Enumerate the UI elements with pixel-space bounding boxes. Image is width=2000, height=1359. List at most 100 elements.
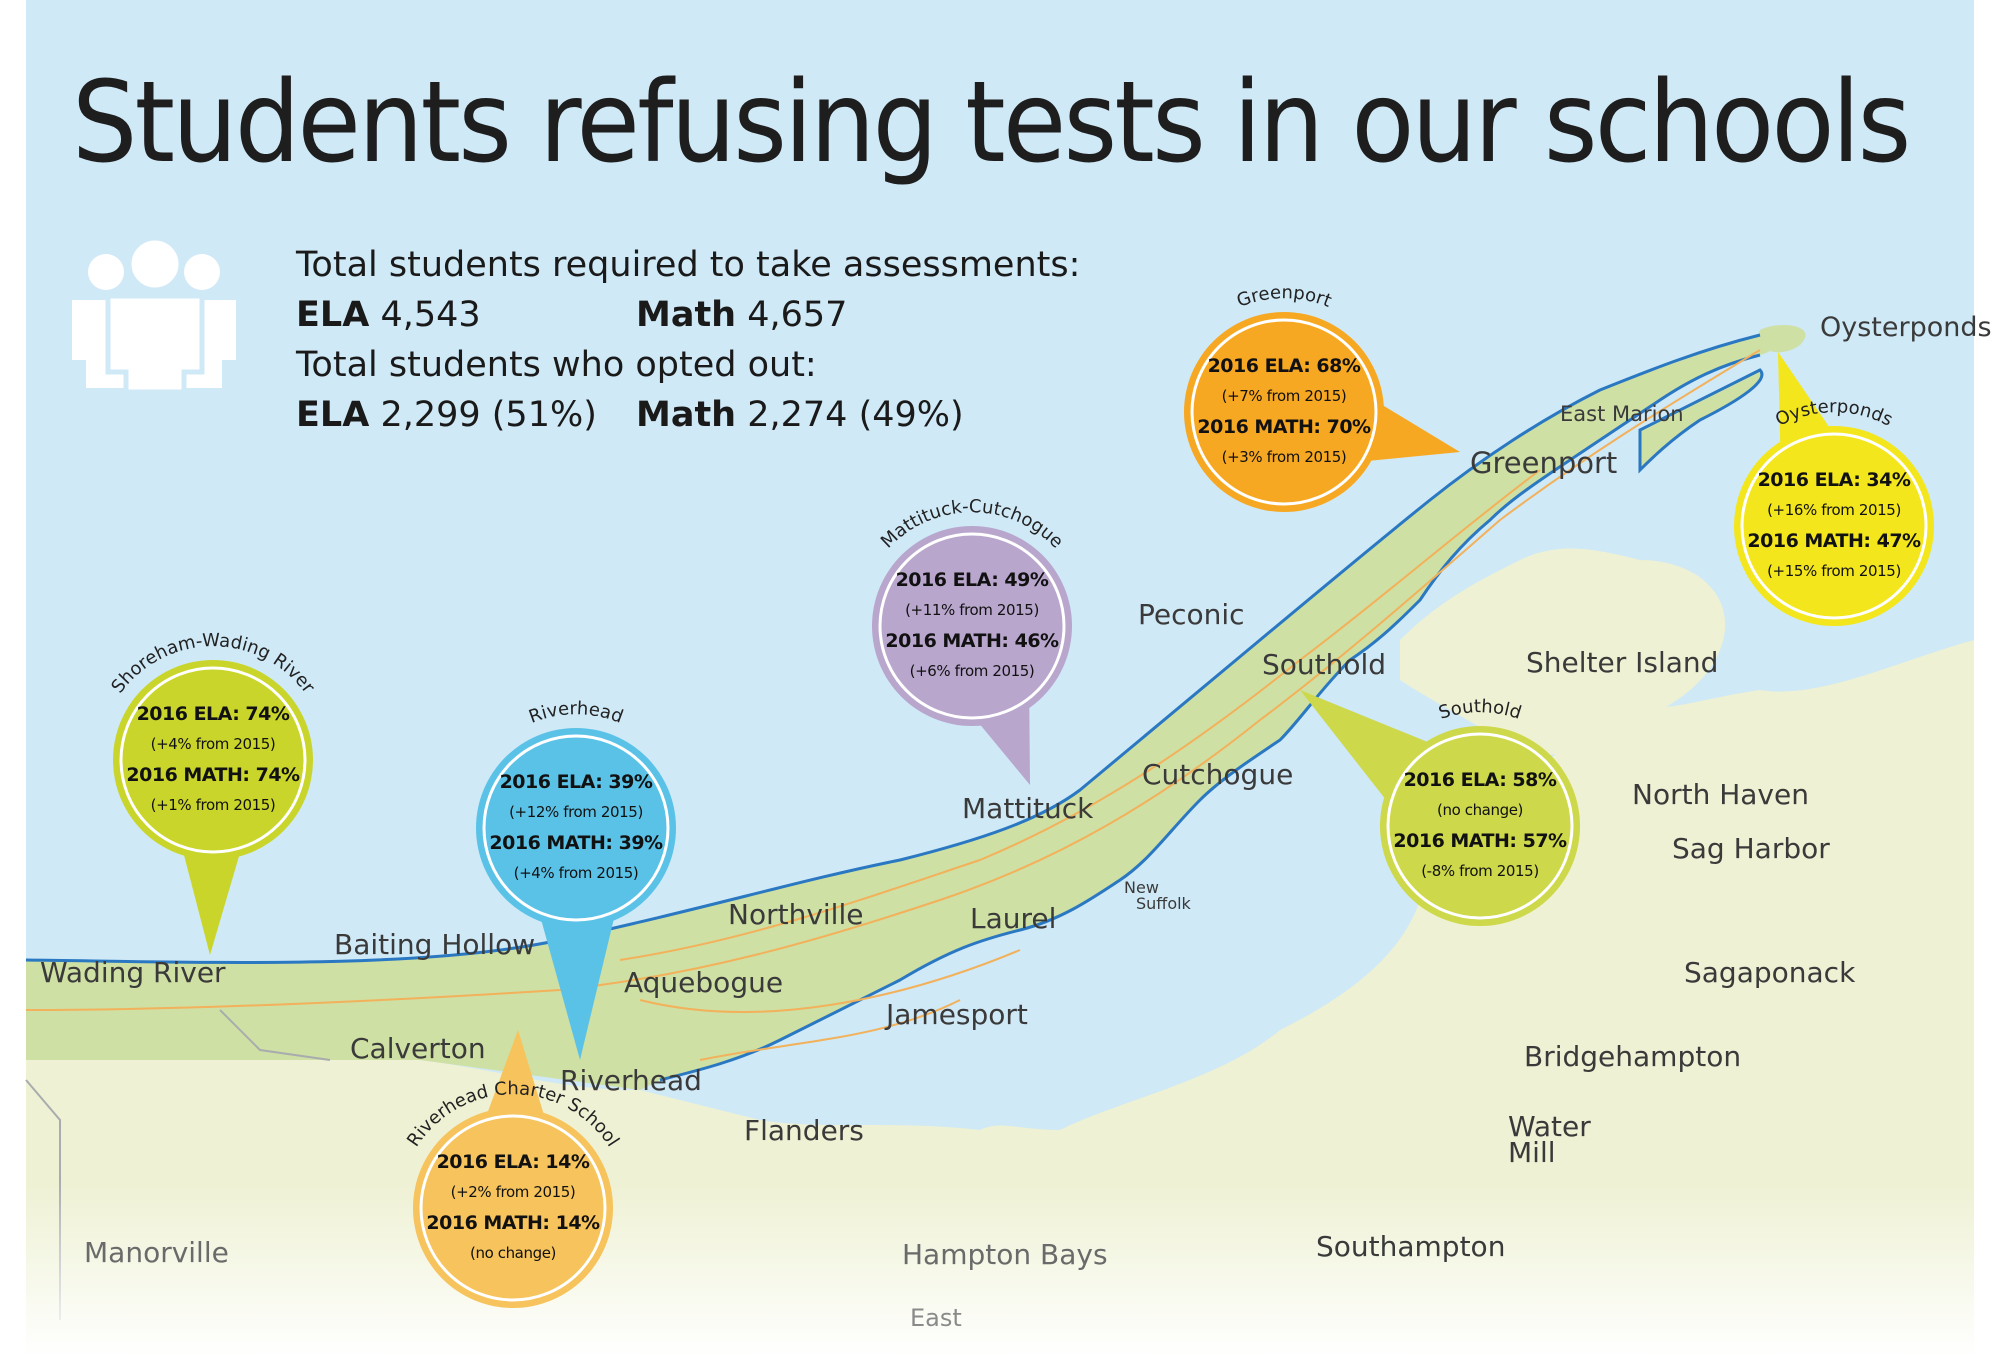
bubble-math-value: 2016 MATH: 74% — [126, 764, 300, 786]
bubble-ela-change: (+12% from 2015) — [509, 803, 643, 821]
bubble-math-change: (+3% from 2015) — [1221, 448, 1347, 466]
bubble-circle — [1380, 726, 1580, 926]
bubble-math-change: (+1% from 2015) — [150, 796, 276, 814]
place-peconic: Peconic — [1138, 598, 1245, 631]
bubble-ring — [119, 666, 307, 854]
bubble-stats-southold: 2016 ELA: 58% (no change) 2016 MATH: 57% (-… — [1385, 765, 1575, 887]
bubble-math-change: (+6% from 2015) — [909, 662, 1035, 680]
place-greenport: Greenport — [1470, 446, 1618, 480]
bubble-ring — [878, 532, 1066, 720]
bubble-oysterponds: Oysterponds — [1734, 352, 1934, 626]
place-shelter-island: Shelter Island — [1526, 646, 1719, 679]
bubble-circle — [413, 1108, 613, 1308]
bubble-ela-value: 2016 ELA: 14% — [436, 1151, 590, 1173]
people-group-icon — [72, 235, 236, 395]
place-hampton-bays: Hampton Bays — [902, 1238, 1108, 1271]
bubble-ring — [1386, 732, 1574, 920]
place-manorville: Manorville — [84, 1236, 229, 1269]
place-riverhead: Riverhead — [560, 1064, 702, 1097]
required-label: Total students required to take assessme… — [296, 245, 1081, 285]
bubble-stats-oysterponds: 2016 ELA: 34% (+16% from 2015) 2016 MATH: … — [1739, 465, 1929, 587]
bubble-math-value: 2016 MATH: 57% — [1393, 830, 1567, 852]
south-shoreline — [659, 353, 1761, 1082]
optout-label: Total students who opted out: — [296, 345, 817, 385]
roads — [25, 349, 1761, 1061]
place-southold: Southold — [1262, 648, 1387, 681]
bubble-ela-change: (+7% from 2015) — [1221, 387, 1347, 405]
place-wading-river: Wading River — [40, 956, 226, 989]
place-water-mill-2: Mill — [1508, 1136, 1556, 1169]
bubble-stats-shoreham-wading-river: 2016 ELA: 74% (+4% from 2015) 2016 MATH: 7… — [118, 699, 308, 821]
bubble-ela-value: 2016 ELA: 58% — [1403, 769, 1557, 791]
bubble-ring — [482, 734, 670, 922]
place-northville: Northville — [728, 898, 864, 931]
place-new-suffolk-2: Suffolk — [1136, 894, 1191, 913]
place-east-marion: East Marion — [1560, 402, 1684, 426]
north-fork-land — [26, 334, 1779, 1091]
bubble-southold: Southold — [1300, 690, 1580, 926]
place-oysterponds: Oysterponds — [1820, 312, 1992, 343]
place-north-haven: North Haven — [1632, 778, 1809, 811]
bubble-ela-change: (+2% from 2015) — [450, 1183, 576, 1201]
place-mattituck: Mattituck — [962, 792, 1094, 825]
optout-ela-value: 2,299 (51%) — [380, 395, 597, 435]
optout-math-value: 2,274 (49%) — [747, 395, 964, 435]
bubble-ela-change: (+4% from 2015) — [150, 735, 276, 753]
summary-stats: Total students required to take assessme… — [296, 240, 1080, 440]
place-baiting-hollow: Baiting Hollow — [334, 928, 536, 961]
place-jamesport: Jamesport — [886, 998, 1028, 1031]
bubble-math-value: 2016 MATH: 14% — [426, 1212, 600, 1234]
place-aquebogue: Aquebogue — [624, 966, 784, 999]
bubble-ela-value: 2016 ELA: 74% — [136, 703, 290, 725]
bubble-math-change: (+4% from 2015) — [513, 864, 639, 882]
place-east-quogue: East — [910, 1304, 962, 1332]
optout-ela-label: ELA — [296, 395, 370, 435]
bubble-greenport: Greenport — [1184, 282, 1460, 512]
place-water-mill-1: Water — [1508, 1110, 1591, 1143]
orient-peninsula — [1638, 368, 1764, 474]
required-ela-label: ELA — [296, 295, 370, 335]
place-sag-harbor: Sag Harbor — [1672, 832, 1830, 865]
bubble-math-value: 2016 MATH: 47% — [1747, 530, 1921, 552]
bubble-ela-change: (+11% from 2015) — [905, 601, 1039, 619]
bubble-ela-change: (no change) — [1437, 801, 1523, 819]
bubble-math-value: 2016 MATH: 39% — [489, 832, 663, 854]
bubble-math-change: (-8% from 2015) — [1421, 862, 1539, 880]
place-southampton: Southampton — [1316, 1230, 1506, 1263]
place-flanders: Flanders — [744, 1114, 864, 1147]
north-haven-land — [1570, 756, 1742, 844]
bubble-ring — [1190, 318, 1378, 506]
bubble-circle — [476, 728, 676, 928]
place-bridgehampton: Bridgehampton — [1524, 1040, 1742, 1073]
bubble-ela-value: 2016 ELA: 68% — [1207, 355, 1361, 377]
required-ela-value: 4,543 — [380, 295, 481, 335]
bubble-ela-value: 2016 ELA: 39% — [499, 771, 653, 793]
optout-math-label: Math — [636, 395, 737, 435]
bubble-ring — [1740, 432, 1928, 620]
bubble-math-change: (+15% from 2015) — [1767, 562, 1901, 580]
place-laurel: Laurel — [970, 902, 1057, 935]
bubble-math-value: 2016 MATH: 46% — [885, 630, 1059, 652]
shelter-island-land — [1400, 548, 1726, 755]
page-title: Students refusing tests in our schools — [72, 58, 1911, 188]
bubble-ela-value: 2016 ELA: 49% — [895, 569, 1049, 591]
bubble-stats-riverhead: 2016 ELA: 39% (+12% from 2015) 2016 MATH: … — [481, 767, 671, 889]
bubble-ela-value: 2016 ELA: 34% — [1757, 469, 1911, 491]
bottom-fade — [26, 1180, 1974, 1359]
bubble-ring — [419, 1114, 607, 1302]
bubble-stats-mattituck-cutchogue: 2016 ELA: 49% (+11% from 2015) 2016 MATH: … — [877, 565, 1067, 687]
bubble-stats-greenport: 2016 ELA: 68% (+7% from 2015) 2016 MATH: 7… — [1189, 351, 1379, 473]
bubble-circle — [1734, 426, 1934, 626]
place-sagaponack: Sagaponack — [1684, 956, 1856, 989]
bubble-riverhead: Riverhead — [476, 698, 676, 1060]
required-math-value: 4,657 — [747, 295, 848, 335]
bubble-circle — [872, 526, 1072, 726]
place-cutchogue: Cutchogue — [1142, 758, 1294, 791]
bubble-ela-change: (+16% from 2015) — [1767, 501, 1901, 519]
bubble-math-value: 2016 MATH: 70% — [1197, 416, 1371, 438]
bubble-math-change: (no change) — [470, 1244, 556, 1262]
place-new-suffolk-1: New — [1124, 878, 1159, 897]
place-calverton: Calverton — [350, 1032, 486, 1065]
